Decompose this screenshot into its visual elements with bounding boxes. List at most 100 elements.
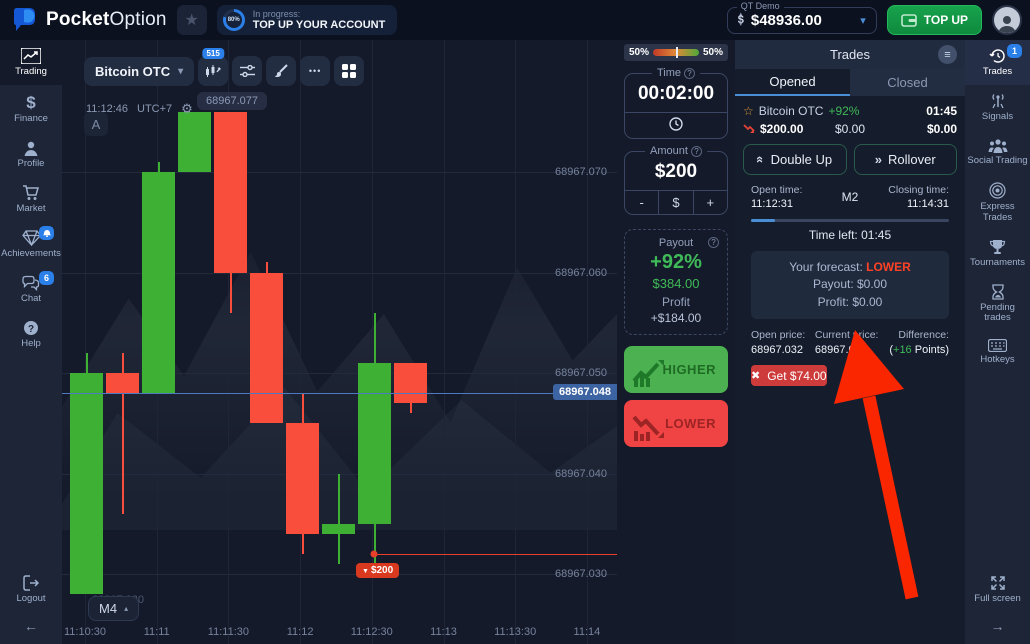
favorites-button[interactable]: ★: [176, 5, 207, 35]
time-label: Time?: [651, 67, 701, 79]
sidebar-item-signals[interactable]: Signals: [965, 85, 1030, 130]
topup-progress-banner[interactable]: 80% In progress: TOP UP YOUR ACCOUNT: [216, 4, 398, 36]
trade-progress-fill: [751, 219, 775, 222]
time-axis-label: 11:12: [286, 626, 314, 638]
sidebar-item-express-trades[interactable]: Express Trades: [965, 174, 1030, 231]
sentiment-right: 50%: [702, 47, 723, 58]
sidebar-item-help[interactable]: ? Help: [0, 312, 62, 357]
trade-controls: 50% 50% Time? 00:02:00 Amount? $200 - $ …: [617, 40, 735, 644]
time-axis-label: 11:10:30: [63, 626, 107, 638]
trade-payout-percent: +92%: [828, 104, 860, 118]
collapse-sidebar-button[interactable]: ←: [0, 612, 62, 644]
candle-body: [394, 363, 427, 403]
candle-body: [142, 172, 175, 393]
forecast-value: LOWER: [866, 260, 911, 274]
progress-ring-icon: 80%: [222, 8, 245, 31]
profit-label: Profit: [661, 295, 690, 309]
cart-icon: [23, 185, 39, 200]
vertical-gridline: [515, 40, 517, 644]
amount-currency-button[interactable]: $: [658, 191, 692, 214]
time-axis-label: 11:14: [573, 626, 601, 638]
time-value[interactable]: 00:02:00: [637, 83, 715, 104]
candle-body: [322, 524, 355, 534]
sidebar-item-chat[interactable]: 6 Chat: [0, 267, 62, 312]
more-tools-button[interactable]: •••: [300, 56, 331, 86]
vertical-gridline: [586, 40, 588, 644]
vertical-gridline: [228, 40, 230, 644]
trades-menu-button[interactable]: ≡: [938, 45, 957, 64]
sidebar-item-logout[interactable]: Logout: [0, 567, 62, 612]
tab-closed[interactable]: Closed: [850, 69, 965, 96]
double-chevron-right-icon: »: [874, 152, 883, 167]
candles-icon: [206, 65, 221, 77]
lower-button[interactable]: LOWER: [624, 400, 728, 447]
sidebar-item-social-trading[interactable]: Social Trading: [965, 130, 1030, 174]
price-axis-label: 68967.070: [555, 166, 607, 178]
indicators-badge: 515: [202, 48, 224, 59]
get-payout-button[interactable]: ✖ Get $74.00: [751, 365, 827, 387]
difference-label: Difference:: [898, 329, 949, 342]
sidebar-item-trades[interactable]: 1 Trades: [965, 40, 1030, 85]
annotation-a-button[interactable]: A: [84, 112, 108, 136]
chat-badge: 6: [39, 270, 54, 285]
info-icon[interactable]: ?: [708, 237, 719, 248]
sidebar-item-hotkeys[interactable]: Hotkeys: [965, 331, 1030, 373]
trade-amount-tag: ▼ $200: [356, 563, 400, 578]
top-up-button[interactable]: TOP UP: [886, 5, 982, 35]
sidebar-label: Market: [16, 202, 46, 214]
chat-icon: [22, 275, 40, 291]
drawing-tools-button[interactable]: [266, 56, 297, 86]
amount-box: Amount? $200 - $ +: [624, 145, 728, 215]
symbol-selector[interactable]: Bitcoin OTC ▾: [84, 56, 195, 86]
tab-opened[interactable]: Opened: [735, 69, 850, 96]
account-selector[interactable]: QT Demo ▴ $ ▾ $48936.00 ▾: [726, 0, 877, 34]
sidebar-item-trading[interactable]: Trading: [0, 40, 62, 85]
amount-plus-button[interactable]: +: [692, 191, 727, 214]
sidebar-label: Tournaments: [970, 256, 1025, 268]
sentiment-gauge: 50% 50%: [624, 44, 728, 61]
trade-open-line: [374, 554, 617, 555]
rollover-button[interactable]: » Rollover: [853, 144, 957, 175]
candle-body: [70, 373, 103, 594]
sidebar-item-finance[interactable]: $ Finance: [0, 85, 62, 132]
pocket-option-logo[interactable]: PocketOption: [8, 8, 167, 32]
candle-body: [286, 423, 319, 534]
logout-icon: [22, 575, 39, 591]
sidebar-item-achievements[interactable]: Achievements: [0, 222, 62, 267]
open-trade-card[interactable]: ☆ Bitcoin OTC +92% 01:45 $200.00 $0.00 $…: [735, 96, 965, 387]
double-up-button[interactable]: « Double Up: [743, 144, 847, 175]
avatar[interactable]: [992, 5, 1022, 35]
amount-value[interactable]: $200: [654, 161, 698, 182]
amount-minus-button[interactable]: -: [639, 195, 644, 210]
sidebar-item-profile[interactable]: Profile: [0, 132, 62, 177]
price-axis-label: 68967.050: [555, 367, 607, 379]
higher-button[interactable]: HIGHER: [624, 346, 728, 393]
fullscreen-button[interactable]: Full screen: [965, 567, 1030, 612]
indicators-button[interactable]: 515: [198, 48, 229, 86]
progress-line1: In progress:: [252, 8, 301, 19]
help-icon: ?: [24, 320, 38, 335]
layout-grid-button[interactable]: [334, 56, 365, 86]
timeframe-selector[interactable]: M4 ▴: [88, 596, 140, 621]
favorite-star-icon[interactable]: ☆: [743, 104, 754, 118]
down-triangle-icon: ▼: [362, 568, 369, 575]
candlestick-chart[interactable]: 11:10:30 11:11 11:11:30 11:12 11:12:30 11:13 1…: [62, 40, 617, 644]
chart-settings-button[interactable]: [232, 56, 263, 86]
time-mode-button[interactable]: [625, 113, 727, 138]
difference-value: (+16 Points): [889, 344, 949, 357]
sidebar-item-tournaments[interactable]: Tournaments: [965, 231, 1030, 276]
trade-countdown: 01:45: [926, 104, 957, 118]
candle-body: [106, 373, 139, 393]
gear-icon[interactable]: ⚙: [181, 101, 193, 116]
sidebar-item-market[interactable]: Market: [0, 177, 62, 222]
sidebar-item-pending-trades[interactable]: Pending trades: [965, 276, 1030, 332]
info-icon[interactable]: ?: [690, 146, 702, 157]
trend-down-small-icon: [743, 124, 755, 133]
trades-tabs: Opened Closed: [735, 69, 965, 96]
expand-panel-button[interactable]: →: [965, 612, 1030, 644]
sidebar-label: Hotkeys: [980, 354, 1015, 366]
sidebar-label: Help: [21, 337, 41, 349]
time-box: Time? 00:02:00: [624, 67, 728, 139]
trade-progress-bar: [751, 219, 949, 222]
info-icon[interactable]: ?: [684, 68, 696, 79]
